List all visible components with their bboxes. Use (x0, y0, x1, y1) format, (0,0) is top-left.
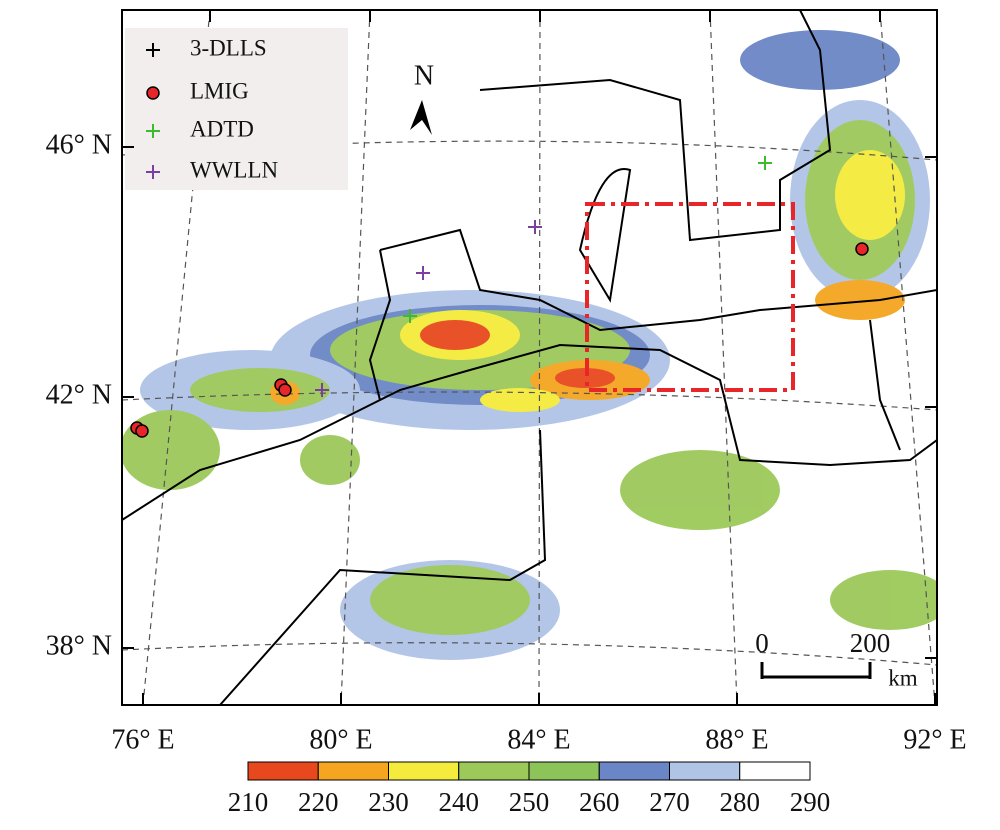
legend-label: 3-DLLS (190, 35, 267, 60)
lon-tick-label: 84° E (507, 724, 570, 755)
colorbar-segment (739, 761, 811, 781)
colorbar-tick-label: 270 (649, 787, 690, 817)
colorbar-tick-label: 250 (509, 787, 550, 817)
colorbar-tick-label: 240 (439, 787, 480, 817)
lat-tick-label: 42° N (46, 379, 112, 410)
colorbar-segment (317, 761, 389, 781)
lightning-points (130, 156, 869, 438)
cloud-field (122, 30, 937, 660)
scale-bar: 0 200 km (755, 628, 918, 690)
graticule (122, 10, 937, 705)
scale-unit: km (888, 665, 918, 690)
lat-tick-label: 38° N (46, 630, 112, 661)
colorbar-tick-label: 280 (720, 787, 761, 817)
north-label: N (414, 60, 434, 91)
colorbar-segment (458, 761, 530, 781)
legend-symbol (146, 86, 160, 100)
scale-label: 200 (850, 628, 891, 658)
legend-box (125, 28, 348, 190)
lon-tick-label: 80° E (309, 724, 372, 755)
study-area (585, 202, 795, 392)
axes: 46° N 42° N 38° N 76° E 80° E 84° E 88° E 92° E (46, 10, 967, 755)
colorbar-tick-label: 260 (579, 787, 620, 817)
map-frame (121, 9, 938, 706)
legend-label: WWLLN (190, 157, 279, 182)
colorbar-segment (247, 761, 319, 781)
legend-label: ADTD (190, 116, 254, 141)
colorbar-tick-label: 220 (298, 787, 339, 817)
north-arrow (410, 100, 432, 135)
legend-symbol (146, 124, 160, 138)
colorbar: 210 220 230 240 250 260 270 280 290 (228, 761, 831, 817)
legend-symbol (146, 43, 160, 57)
colorbar-tick-label: 230 (368, 787, 409, 817)
legend-symbol (146, 165, 160, 179)
legend-label: LMIG (190, 78, 249, 103)
colorbar-segment (598, 761, 670, 781)
lon-tick-label: 76° E (111, 724, 174, 755)
map-body (122, 10, 937, 705)
borders (122, 10, 937, 705)
colorbar-tick-label: 290 (790, 787, 831, 817)
colorbar-segment (388, 761, 460, 781)
lon-tick-label: 92° E (903, 724, 966, 755)
legend: 3-DLLS LMIG ADTD WWLLN (146, 35, 279, 182)
colorbar-segment (528, 761, 600, 781)
colorbar-segment (669, 761, 741, 781)
scale-label: 0 (755, 628, 769, 658)
colorbar-tick-label: 210 (228, 787, 269, 817)
lat-tick-label: 46° N (46, 129, 112, 160)
lon-tick-label: 88° E (705, 724, 768, 755)
